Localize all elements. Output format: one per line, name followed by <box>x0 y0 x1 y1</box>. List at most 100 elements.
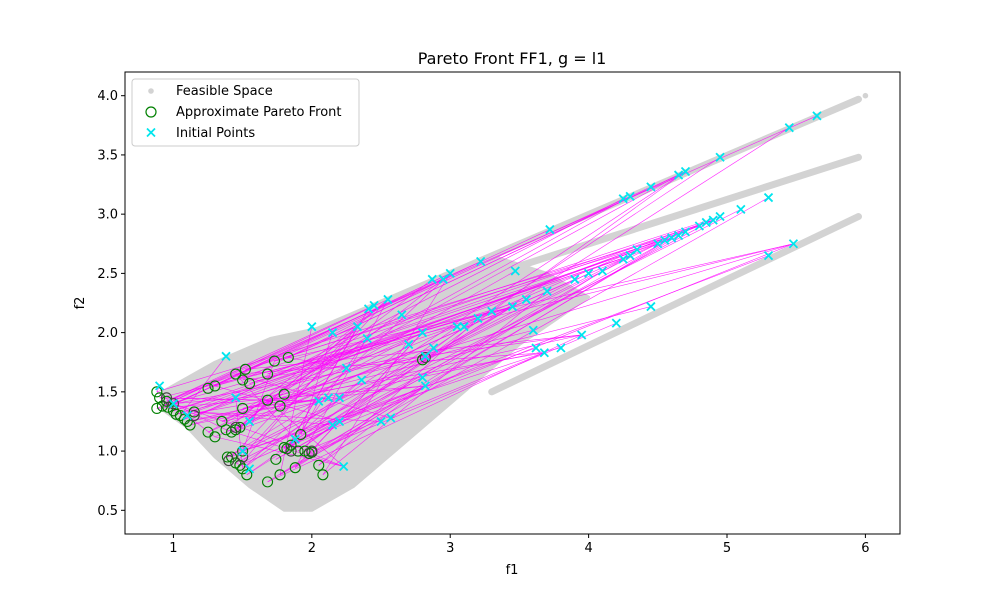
connecting-line <box>290 338 368 446</box>
initial-point <box>812 111 822 121</box>
initial-point <box>334 416 345 427</box>
pareto-point <box>274 469 286 481</box>
pareto-point <box>237 374 249 386</box>
connecting-line <box>242 306 651 409</box>
initial-point <box>673 230 684 241</box>
connecting-line <box>176 237 672 415</box>
pareto-point <box>170 408 182 420</box>
legend-initial-marker <box>146 127 156 138</box>
connecting-line <box>173 403 227 431</box>
initial-point <box>715 152 725 162</box>
initial-point <box>459 322 469 332</box>
pareto-point <box>226 451 238 463</box>
initial-point <box>307 322 317 332</box>
pareto-point <box>174 409 186 422</box>
initial-point <box>694 221 704 231</box>
initial-point <box>653 239 663 249</box>
initial-point <box>667 233 677 243</box>
initial-point <box>244 416 255 427</box>
pareto-front-layer <box>151 351 431 488</box>
pareto-point <box>178 413 191 425</box>
initial-point <box>556 343 566 353</box>
pareto-point <box>209 380 221 392</box>
pareto-point <box>202 382 214 394</box>
connecting-line <box>308 332 423 454</box>
pareto-point <box>270 453 282 465</box>
initial-point <box>625 191 635 202</box>
legend-box <box>131 78 360 147</box>
pareto-point <box>292 445 304 457</box>
pareto-point <box>234 421 246 433</box>
pareto-point <box>268 355 281 367</box>
connecting-line <box>156 385 426 409</box>
connecting-line <box>304 352 545 452</box>
initial-point <box>417 372 428 383</box>
initial-point <box>404 339 414 350</box>
y-tick-label: 0.5 <box>97 504 118 519</box>
x-tick-label: 1 <box>169 541 177 556</box>
initial-point <box>357 375 367 385</box>
connecting-line <box>227 401 319 458</box>
pareto-point <box>244 378 256 390</box>
connecting-line <box>245 237 672 370</box>
connecting-line <box>242 347 537 452</box>
pareto-point <box>237 463 249 475</box>
connecting-line <box>318 385 426 466</box>
pareto-point <box>261 476 274 488</box>
initial-point <box>244 464 255 474</box>
initial-point <box>673 170 684 180</box>
feasible-point <box>862 92 869 99</box>
connecting-line <box>290 243 794 446</box>
x-tick-label: 5 <box>723 541 731 556</box>
plot-frame <box>124 71 901 535</box>
initial-point <box>788 239 799 249</box>
initial-point <box>646 301 656 312</box>
pareto-point-overlap <box>160 392 173 404</box>
connecting-line <box>184 219 714 420</box>
initial-point <box>763 192 774 203</box>
connecting-line <box>235 373 391 419</box>
pareto-point-overlap <box>306 445 318 457</box>
y-tick-label: 3.0 <box>97 208 118 223</box>
pareto-point <box>274 400 286 412</box>
initial-point <box>445 268 455 279</box>
pareto-point <box>151 402 163 414</box>
initial-point <box>376 416 386 427</box>
initial-point <box>632 245 642 255</box>
pareto-point <box>151 386 163 398</box>
connecting-line <box>235 299 389 464</box>
initial-point <box>420 351 430 361</box>
pareto-point-overlap <box>188 409 200 422</box>
initial-point <box>736 204 746 215</box>
initial-point <box>339 461 349 472</box>
connecting-line <box>304 450 344 467</box>
pareto-point-overlap <box>230 421 242 433</box>
y-axis: 0.5 1.0 1.5 2.0 2.5 3.0 3.5 4.0 <box>97 89 125 519</box>
initial-point <box>680 166 691 177</box>
pareto-point <box>209 431 221 443</box>
connecting-line <box>286 326 358 449</box>
connecting-line <box>207 273 451 389</box>
connecting-line <box>279 332 423 407</box>
initial-point <box>182 410 192 421</box>
connecting-line <box>274 216 721 362</box>
connecting-line <box>239 299 389 428</box>
y-tick-label: 1.0 <box>97 445 118 460</box>
initial-point <box>334 393 345 403</box>
connecting-line <box>231 401 319 433</box>
initial-point <box>715 211 725 222</box>
initial-point <box>476 256 486 267</box>
x-tick-label: 4 <box>584 541 592 556</box>
x-axis-label: f1 <box>506 563 519 578</box>
initial-point <box>383 294 393 305</box>
connecting-line <box>235 352 545 375</box>
legend-pareto-label: Approximate Pareto Front <box>176 105 342 120</box>
x-tick-label: 3 <box>446 541 454 556</box>
pareto-point <box>241 469 253 481</box>
connecting-line <box>194 411 333 426</box>
initial-point <box>290 434 300 444</box>
connecting-line <box>267 270 603 483</box>
initial-point <box>473 313 483 324</box>
connecting-line <box>294 299 389 468</box>
x-tick-label: 6 <box>861 541 869 556</box>
